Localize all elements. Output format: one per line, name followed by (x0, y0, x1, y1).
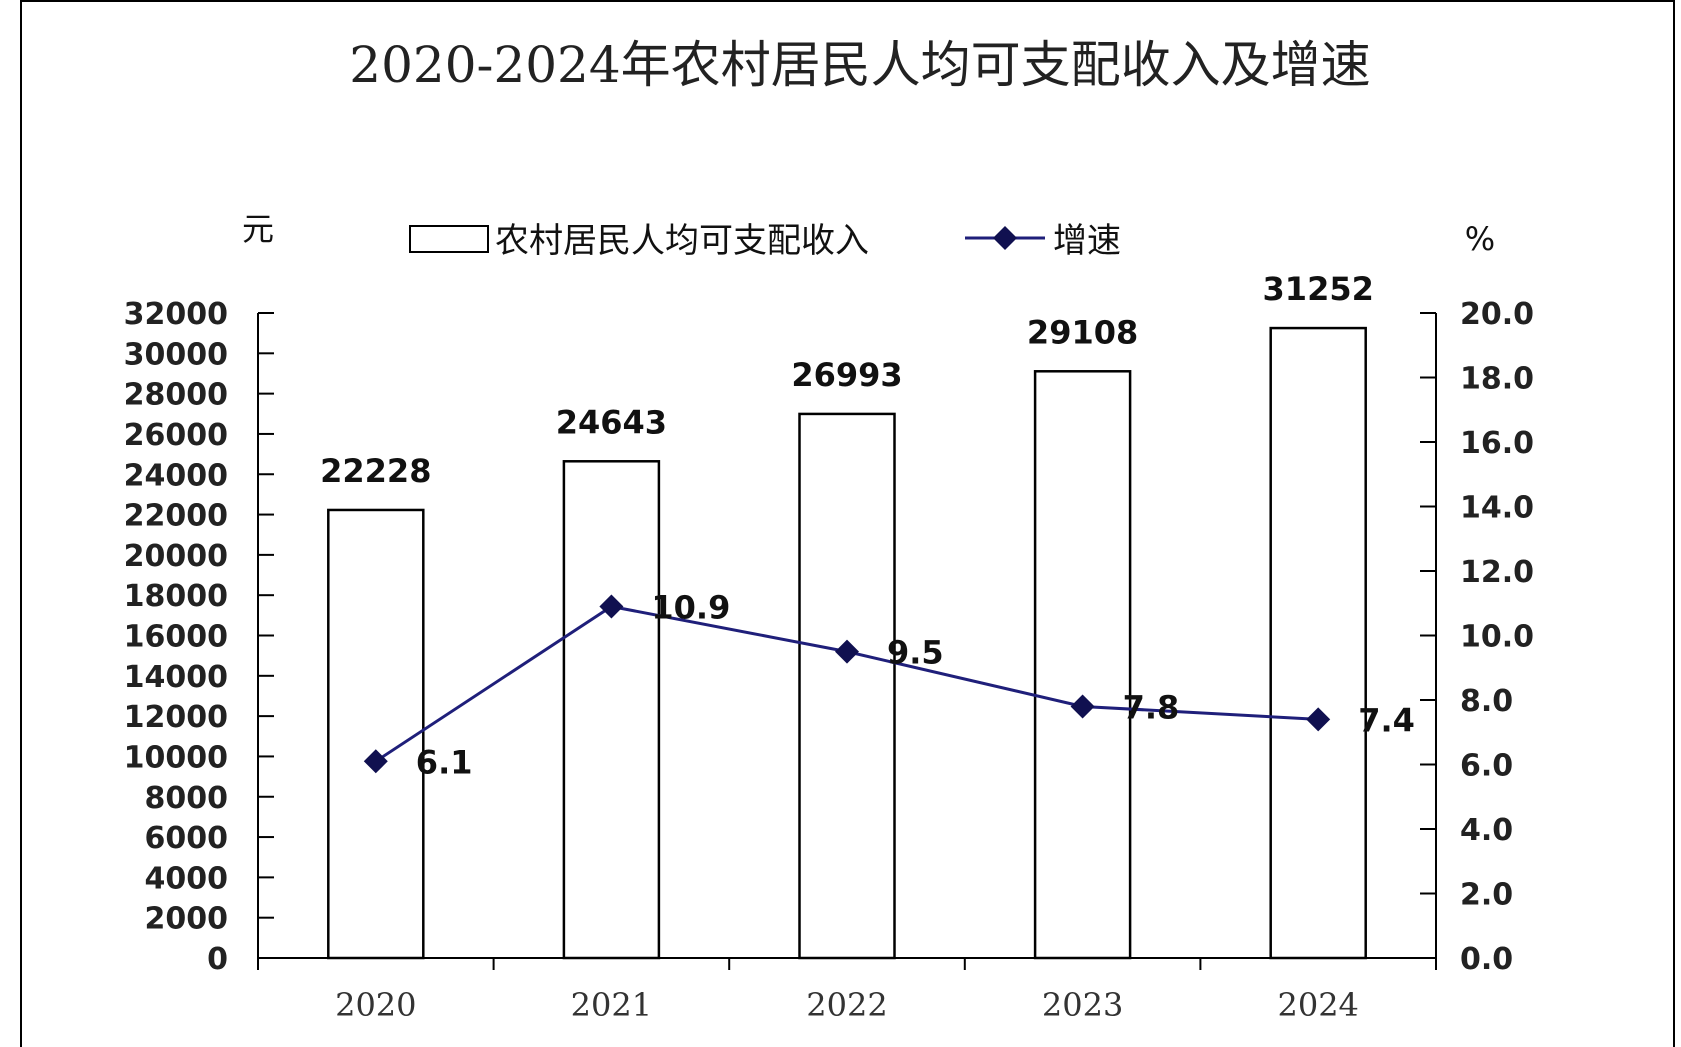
right-axis-tick-label: 12.0 (1460, 555, 1534, 590)
left-axis-tick-label: 32000 (124, 297, 228, 332)
bar (562, 460, 661, 960)
left-axis-tick-label: 22000 (124, 499, 228, 534)
line-data-label: 7.4 (1358, 701, 1415, 739)
left-axis-tick-label: 24000 (124, 458, 228, 493)
left-axis-tick-label: 26000 (124, 418, 228, 453)
right-axis-tick-label: 14.0 (1460, 491, 1534, 526)
right-axis-tick-label: 2.0 (1460, 878, 1513, 913)
right-axis-tick-label: 6.0 (1460, 749, 1513, 784)
bar (1269, 326, 1367, 960)
left-axis-tick-label: 12000 (124, 700, 228, 735)
line-point-marker (1306, 707, 1331, 732)
x-axis-tick-label: 2022 (806, 986, 887, 1024)
right-axis-tick-label: 4.0 (1460, 813, 1513, 848)
line-point-marker (599, 594, 624, 619)
right-axis-unit: % (1465, 220, 1495, 258)
left-axis-tick-label: 8000 (145, 781, 229, 816)
right-axis-tick-label: 0.0 (1460, 942, 1513, 977)
left-axis-tick-label: 20000 (124, 539, 228, 574)
line-data-label: 7.8 (1123, 688, 1180, 726)
left-axis-tick-label: 30000 (124, 337, 228, 372)
left-axis-tick-label: 16000 (124, 620, 228, 655)
x-axis-tick-label: 2021 (571, 986, 652, 1024)
right-axis-tick-label: 10.0 (1460, 620, 1534, 655)
bar-data-label: 31252 (1263, 270, 1374, 308)
line-data-label: 6.1 (416, 743, 473, 781)
left-axis-tick-label: 4000 (145, 861, 229, 896)
right-axis-tick-label: 16.0 (1460, 426, 1534, 461)
legend-line-marker (993, 226, 1017, 250)
line-point-marker (1070, 694, 1095, 719)
bar-data-label: 24643 (556, 403, 667, 441)
legend-bar-label: 农村居民人均可支配收入 (495, 221, 869, 261)
legend: 农村居民人均可支配收入 增速 (409, 221, 1121, 261)
bar (327, 508, 425, 960)
left-axis-tick-label: 2000 (145, 902, 229, 937)
left-axis-tick-label: 0 (207, 942, 228, 977)
line-point-marker (835, 639, 859, 664)
legend-bar-swatch (409, 225, 489, 253)
line-data-label: 9.5 (887, 634, 944, 672)
left-axis-tick-label: 6000 (145, 821, 229, 856)
bar (1033, 370, 1132, 960)
chart-frame (20, 0, 1675, 1047)
x-axis-tick-label: 2023 (1042, 986, 1123, 1024)
x-axis-tick-label: 2024 (1277, 986, 1358, 1024)
left-axis-tick-label: 18000 (124, 579, 228, 614)
plot-area: 0 2000 4000 6000 8000 10000 12000 14000 16000 180… (124, 270, 1534, 1024)
chart-title: 2020-2024年农村居民人均可支配收入及增速 (349, 36, 1370, 94)
bar-data-label: 26993 (791, 356, 902, 394)
right-axis-tick-label: 20.0 (1460, 297, 1534, 332)
bar-data-label: 22228 (320, 452, 431, 490)
x-axis-tick-label: 2020 (335, 986, 416, 1024)
line-point-marker (363, 749, 388, 774)
left-axis-tick-label: 14000 (124, 660, 228, 695)
bar (798, 412, 896, 960)
line-data-label: 10.9 (651, 588, 730, 626)
right-axis-tick-label: 8.0 (1460, 684, 1513, 719)
left-axis-tick-label: 10000 (124, 740, 228, 775)
left-axis-tick-label: 28000 (124, 378, 228, 413)
right-axis-tick-label: 18.0 (1460, 362, 1534, 397)
left-axis-unit: 元 (242, 210, 274, 248)
bar-data-label: 29108 (1027, 313, 1138, 351)
legend-line-label: 增速 (1053, 221, 1121, 261)
